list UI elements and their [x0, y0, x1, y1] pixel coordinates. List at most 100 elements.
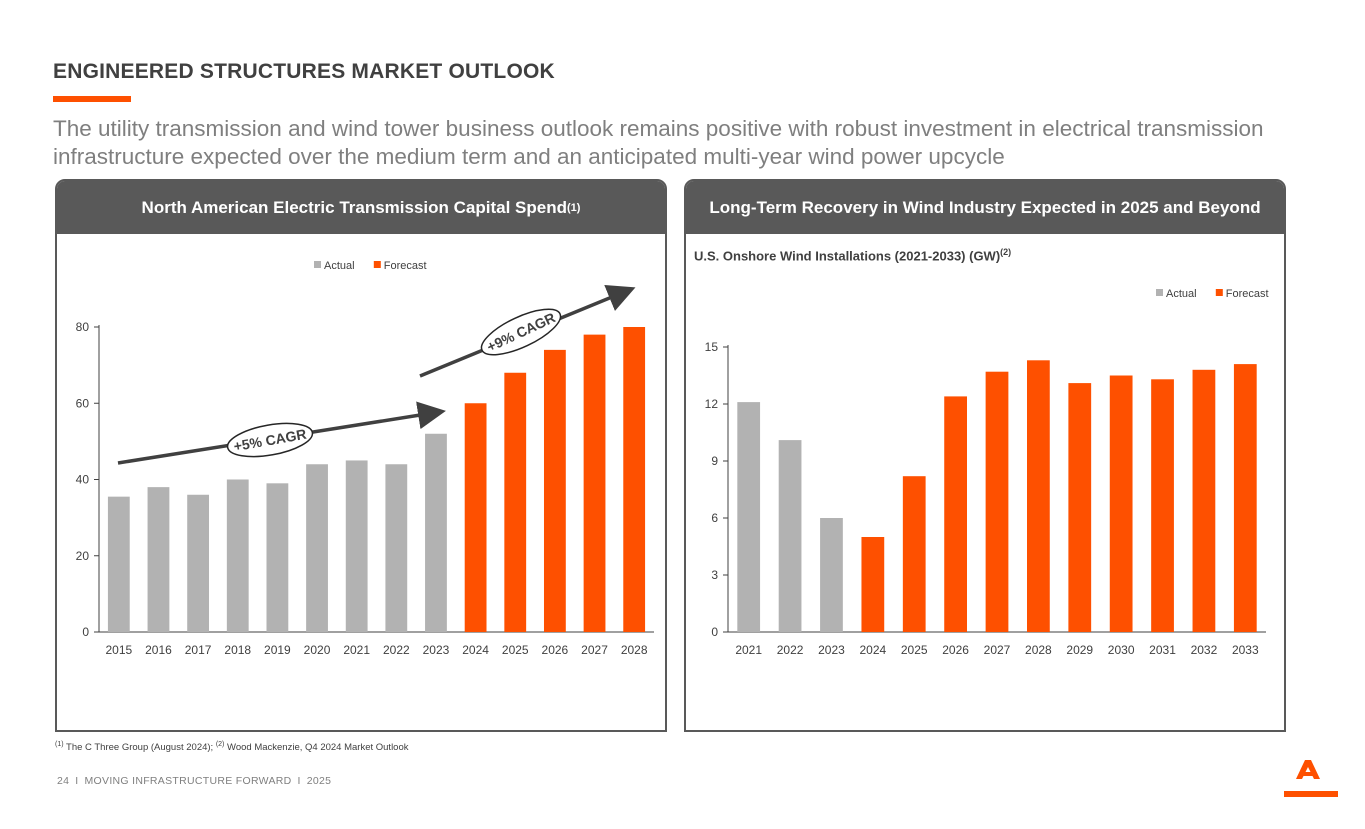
x-tick-label: 2021: [343, 643, 370, 657]
bar-2017: [187, 494, 210, 632]
chart-title-footnote-ref: (1): [566, 201, 581, 214]
panel-header-wind: Long-Term Recovery in Wind Industry Expe…: [686, 181, 1284, 234]
x-tick-label: 2015: [105, 643, 132, 657]
x-tick-label: 2019: [264, 643, 291, 657]
y-tick-label: 9: [711, 454, 718, 468]
footnote-marker: (1): [55, 741, 64, 748]
x-tick-label: 2018: [224, 643, 251, 657]
y-tick-label: 0: [82, 625, 89, 639]
footer-separator: I: [75, 775, 79, 787]
footer-tagline: MOVING INFRASTRUCTURE FORWARD: [84, 775, 292, 787]
x-tick-label: 2025: [502, 643, 529, 657]
source-footnote: (1) The C Three Group (August 2024); (2)…: [55, 741, 409, 753]
y-tick-label: 40: [76, 473, 90, 487]
x-tick-label: 2022: [777, 643, 804, 657]
bar-2022: [385, 464, 408, 632]
x-tick-label: 2022: [383, 643, 410, 657]
x-tick-label: 2029: [1066, 643, 1093, 657]
bar-2025: [504, 372, 527, 632]
x-tick-label: 2024: [859, 643, 886, 657]
x-tick-label: 2021: [735, 643, 762, 657]
page-title: ENGINEERED STRUCTURES MARKET OUTLOOK: [53, 60, 555, 83]
y-tick-label: 20: [76, 549, 90, 563]
panel-header-transmission: North American Electric Transmission Cap…: [57, 181, 665, 234]
y-tick-label: 60: [76, 396, 90, 410]
legend-swatch-actual: [314, 261, 321, 268]
x-tick-label: 2031: [1149, 643, 1176, 657]
x-tick-label: 2025: [901, 643, 928, 657]
bar-2027: [583, 334, 606, 632]
page-number: 24: [57, 775, 70, 787]
legend-swatch-forecast: [373, 261, 381, 268]
x-tick-label: 2027: [984, 643, 1011, 657]
bar-2015: [107, 496, 130, 632]
bar-2023: [425, 433, 447, 632]
y-tick-label: 15: [705, 340, 719, 354]
x-tick-label: 2023: [423, 643, 450, 657]
bar-2024: [861, 537, 885, 632]
legend-label-forecast: Forecast: [384, 260, 427, 272]
bar-2033: [1233, 364, 1257, 632]
legend-swatch-forecast: [1215, 289, 1223, 296]
cagr-badge-actual: [226, 422, 314, 458]
bar-2029: [1068, 383, 1092, 632]
chart-subtitle: U.S. Onshore Wind Installations (2021-20…: [694, 247, 1011, 263]
x-tick-label: 2027: [581, 643, 608, 657]
transmission-capex-panel: North American Electric Transmission Cap…: [55, 179, 667, 732]
x-tick-label: 2020: [304, 643, 331, 657]
x-tick-label: 2023: [818, 643, 845, 657]
x-tick-label: 2024: [462, 643, 489, 657]
chart-title: North American Electric Transmission Cap…: [141, 197, 567, 217]
bar-2023: [820, 518, 843, 632]
x-tick-label: 2026: [542, 643, 569, 657]
bar-2022: [778, 440, 802, 632]
y-tick-label: 80: [76, 320, 90, 334]
legend-label-actual: Actual: [1166, 288, 1197, 300]
bar-2026: [543, 349, 566, 632]
y-tick-label: 12: [705, 397, 719, 411]
title-accent-bar: [53, 96, 131, 102]
x-tick-label: 2030: [1108, 643, 1135, 657]
page-subtitle: The utility transmission and wind tower …: [53, 116, 1264, 169]
footer-year: 2025: [306, 775, 332, 787]
legend-label-actual: Actual: [324, 260, 355, 272]
bar-2019: [266, 483, 289, 632]
bar-2021: [737, 402, 761, 632]
bar-2021: [345, 460, 368, 632]
bar-2032: [1192, 369, 1216, 632]
y-tick-label: 0: [711, 625, 718, 639]
x-tick-label: 2026: [942, 643, 969, 657]
x-tick-label: 2028: [621, 643, 648, 657]
y-tick-label: 3: [711, 568, 718, 582]
x-tick-label: 2033: [1232, 643, 1259, 657]
page-footer: 24 I MOVING INFRASTRUCTURE FORWARD I 2025: [57, 775, 337, 787]
cagr-badge-forecast: [480, 308, 562, 356]
wind-installations-panel: Long-Term Recovery in Wind Industry Expe…: [684, 179, 1286, 732]
chart-subtitle-text: U.S. Onshore Wind Installations (2021-20…: [694, 248, 1001, 264]
bar-2028: [1027, 360, 1050, 632]
bar-2016: [147, 487, 170, 632]
bar-2026: [944, 396, 967, 632]
x-tick-label: 2028: [1025, 643, 1052, 657]
cagr-label-actual: +5% CAGR: [226, 422, 314, 458]
x-tick-label: 2032: [1191, 643, 1218, 657]
bar-2024: [464, 403, 487, 632]
legend-swatch-actual: [1156, 289, 1163, 296]
bar-2020: [306, 464, 328, 632]
chart-title: Long-Term Recovery in Wind Industry Expe…: [709, 197, 1261, 217]
bar-2030: [1109, 375, 1133, 632]
wind-installations-chart: 0 3 6 9 12 15 2021 2022 2023 2024 2025 2026 2027 2028…: [705, 288, 1269, 657]
y-tick-label: 6: [711, 511, 718, 525]
transmission-capex-chart: 0 20 40 60 80 2015 2016 2017 2018 2019 2020 2021 202…: [76, 260, 654, 657]
footnote-text: The C Three Group (August 2024);: [63, 742, 216, 754]
bar-2031: [1151, 379, 1174, 632]
x-tick-label: 2017: [185, 643, 212, 657]
footnote-text: Wood Mackenzie, Q4 2024 Market Outlook: [224, 742, 409, 754]
bar-2025: [902, 476, 926, 632]
x-tick-label: 2016: [145, 643, 172, 657]
chart-subtitle-footnote-ref: (2): [1000, 247, 1012, 257]
legend-label-forecast: Forecast: [1226, 288, 1269, 300]
bar-2028: [623, 327, 646, 632]
bar-2027: [985, 371, 1009, 632]
footer-separator: I: [297, 775, 301, 787]
